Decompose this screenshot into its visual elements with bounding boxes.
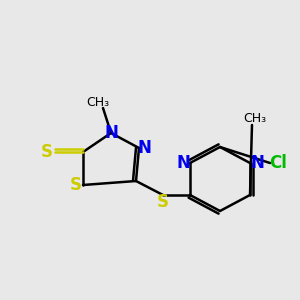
Text: S: S [70, 176, 82, 194]
Text: S: S [41, 143, 53, 161]
Text: Cl: Cl [269, 154, 287, 172]
Text: N: N [176, 154, 190, 172]
Text: N: N [137, 139, 151, 157]
Text: CH₃: CH₃ [243, 112, 267, 124]
Text: N: N [104, 124, 118, 142]
Text: S: S [157, 193, 169, 211]
Text: CH₃: CH₃ [86, 97, 110, 110]
Text: N: N [250, 154, 264, 172]
